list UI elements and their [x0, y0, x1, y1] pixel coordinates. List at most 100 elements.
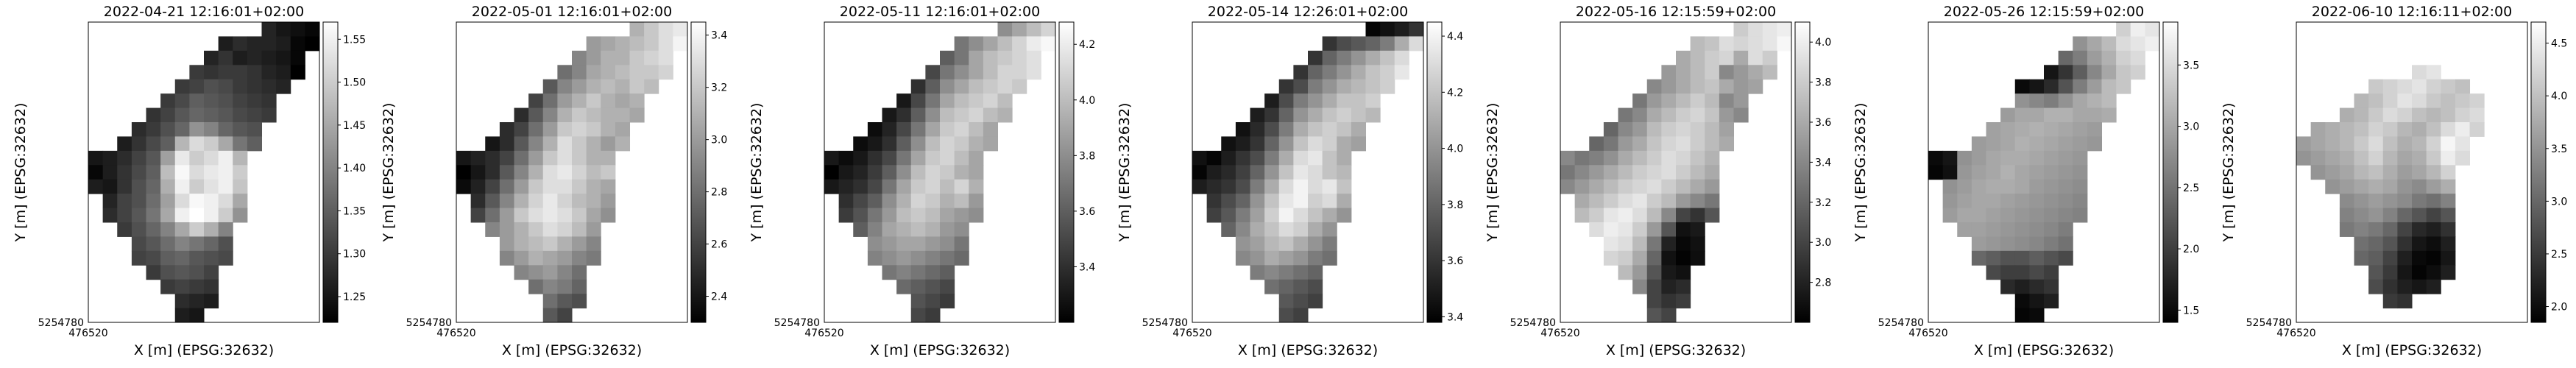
heatmap-cell — [2426, 79, 2441, 94]
heatmap-cell — [969, 208, 984, 223]
heatmap-cell — [658, 36, 673, 52]
heatmap-cell — [514, 265, 529, 280]
heatmap-cell — [1264, 250, 1280, 266]
heatmap-cell — [557, 208, 573, 223]
heatmap-cell — [2296, 136, 2312, 152]
heatmap-cell — [2029, 236, 2045, 252]
heatmap-cell — [2397, 208, 2413, 223]
heatmap-cell — [542, 208, 558, 223]
heatmap-cell — [1705, 150, 1720, 166]
heatmap-cell — [2073, 150, 2088, 166]
colorbar-tick-label: 3.2 — [711, 82, 727, 94]
heatmap-cell — [233, 208, 248, 223]
heatmap-cell — [2397, 165, 2413, 180]
heatmap-cell — [485, 136, 500, 152]
heatmap-cell — [261, 65, 277, 80]
heatmap-cell — [528, 250, 544, 266]
y-tick-label: 5254780 — [2246, 317, 2292, 329]
heatmap-cell — [1192, 150, 1208, 166]
heatmap-cell — [2087, 79, 2103, 94]
heatmap-cell — [1351, 107, 1367, 123]
heatmap-cell — [1986, 250, 2001, 266]
heatmap-cell — [218, 107, 233, 123]
heatmap-cell — [1661, 165, 1677, 180]
heatmap-cell — [2368, 208, 2384, 223]
heatmap-cell — [572, 265, 587, 280]
heatmap-cell — [1603, 222, 1619, 237]
heatmap-cell — [2000, 222, 2016, 237]
heatmap-cell — [2044, 194, 2059, 209]
heatmap-cell — [1322, 107, 1337, 123]
heatmap-cell — [2339, 179, 2355, 194]
heatmap-cell — [1676, 65, 1691, 80]
colorbar-tick-label: 1.30 — [343, 249, 366, 261]
heatmap-cell — [983, 107, 999, 123]
heatmap-cell — [1618, 179, 1633, 194]
heatmap-cell — [983, 93, 999, 109]
heatmap-cell — [1705, 136, 1720, 152]
heatmap-cell — [1957, 208, 1972, 223]
heatmap-cell — [1957, 179, 1972, 194]
heatmap-cell — [456, 165, 472, 180]
heatmap-cell — [867, 194, 883, 209]
heatmap-cell — [925, 308, 941, 323]
heatmap-cell — [1690, 208, 1705, 223]
heatmap-cell — [910, 93, 926, 109]
heatmap-cell — [1293, 279, 1309, 294]
heatmap-cell — [601, 50, 616, 66]
heatmap-cell — [2029, 194, 2045, 209]
axes-frame — [1560, 21, 1792, 323]
heatmap-cell — [218, 36, 233, 52]
heatmap-cell — [2354, 165, 2369, 180]
heatmap-cell — [910, 308, 926, 323]
heatmap-cell — [1676, 107, 1691, 123]
heatmap-cell — [601, 122, 616, 137]
heatmap-cell — [2469, 93, 2485, 109]
heatmap-cell — [218, 222, 233, 237]
heatmap-cell — [1250, 136, 1265, 152]
heatmap-cell — [2000, 250, 2016, 266]
x-tick-label: 476520 — [1908, 328, 1947, 339]
heatmap-cell — [882, 194, 897, 209]
heatmap-cell — [160, 222, 176, 237]
heatmap-cell — [2087, 107, 2103, 123]
heatmap-cell — [528, 179, 544, 194]
heatmap-cell — [2441, 93, 2456, 109]
heatmap-cell — [983, 79, 999, 94]
y-axis-label: Y [m] (EPSG:32632) — [749, 103, 765, 243]
heatmap-cell — [1762, 22, 1777, 37]
colorbar — [2162, 21, 2179, 323]
heatmap-cell — [2014, 294, 2030, 309]
heatmap-cell — [1676, 136, 1691, 152]
heatmap-cell — [925, 208, 941, 223]
heatmap-cell — [1365, 79, 1381, 94]
heatmap-cell — [1676, 165, 1691, 180]
heatmap-cell — [1942, 150, 1958, 166]
heatmap-cell — [470, 208, 486, 223]
heatmap-cell — [615, 50, 631, 66]
heatmap-cell — [1986, 208, 2001, 223]
colorbar-tick-label: 2.4 — [711, 291, 727, 303]
heatmap-cell — [2354, 250, 2369, 266]
heatmap-cell — [1603, 236, 1619, 252]
heatmap-cell — [1026, 50, 1041, 66]
heatmap-cell — [629, 93, 645, 109]
heatmap-cell — [1986, 150, 2001, 166]
heatmap-cell — [601, 136, 616, 152]
heatmap-cell — [1690, 179, 1705, 194]
heatmap-cell — [2073, 165, 2088, 180]
heatmap-cell — [586, 79, 601, 94]
heatmap-cell — [997, 107, 1013, 123]
heatmap-cell — [1365, 93, 1381, 109]
heatmap-cell — [1235, 236, 1251, 252]
heatmap-cell — [1264, 236, 1280, 252]
heatmap-cell — [1351, 65, 1367, 80]
heatmap-cell — [174, 265, 190, 280]
heatmap-cell — [542, 93, 558, 109]
colorbar-tick-label: 2.8 — [711, 187, 727, 199]
heatmap-cell — [2014, 236, 2030, 252]
chart-title: 2022-06-10 12:16:11+02:00 — [2312, 4, 2512, 20]
heatmap-cell — [1676, 208, 1691, 223]
heatmap-cell — [160, 122, 176, 137]
heatmap-cell — [470, 165, 486, 180]
